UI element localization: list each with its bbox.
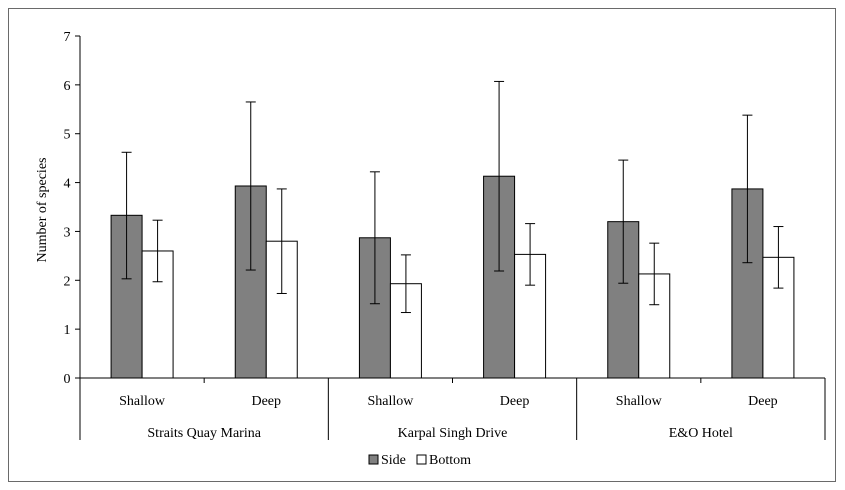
legend-swatch-bottom bbox=[416, 454, 427, 465]
x-tick-label: Shallow bbox=[119, 394, 166, 409]
y-tick-label: 0 bbox=[64, 372, 71, 387]
y-tick-label: 5 bbox=[64, 128, 71, 143]
y-tick-label: 6 bbox=[64, 79, 71, 94]
y-tick-label: 7 bbox=[64, 30, 71, 45]
y-tick-label: 4 bbox=[64, 177, 71, 192]
y-axis-label: Number of species bbox=[35, 158, 50, 263]
legend-swatch-side bbox=[368, 454, 379, 465]
x-tick-label: Deep bbox=[251, 394, 281, 409]
x-tick-label: Deep bbox=[500, 394, 530, 409]
y-tick-label: 3 bbox=[64, 225, 71, 240]
group-label: E&O Hotel bbox=[669, 426, 733, 441]
y-tick-label: 2 bbox=[64, 274, 71, 289]
group-label: Straits Quay Marina bbox=[147, 426, 261, 441]
x-tick-label: Shallow bbox=[616, 394, 663, 409]
group-label: Karpal Singh Drive bbox=[398, 426, 508, 441]
x-tick-label: Shallow bbox=[367, 394, 414, 409]
chart-frame bbox=[8, 8, 836, 482]
y-tick-label: 1 bbox=[64, 323, 71, 338]
x-tick-label: Deep bbox=[748, 394, 778, 409]
legend-label-bottom: Bottom bbox=[429, 453, 471, 468]
legend-label-side: Side bbox=[381, 453, 406, 468]
